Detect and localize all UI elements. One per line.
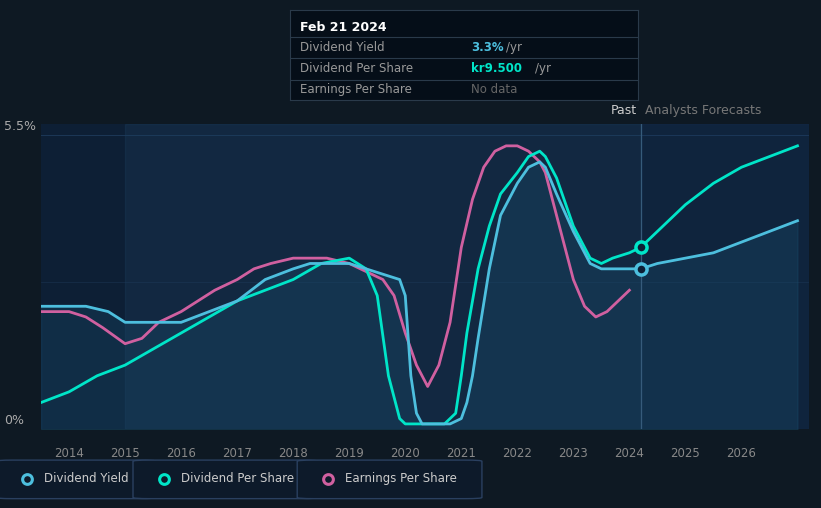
- Text: Dividend Per Share: Dividend Per Share: [181, 472, 294, 485]
- Bar: [125, 124, 640, 429]
- Text: /yr: /yr: [506, 41, 521, 54]
- Text: 5.5%: 5.5%: [4, 119, 36, 133]
- Text: 2015: 2015: [110, 447, 140, 460]
- Text: Earnings Per Share: Earnings Per Share: [300, 83, 412, 96]
- Text: 2025: 2025: [671, 447, 700, 460]
- FancyBboxPatch shape: [0, 460, 156, 499]
- Text: 2016: 2016: [166, 447, 196, 460]
- Text: 2026: 2026: [727, 447, 756, 460]
- Text: 2017: 2017: [222, 447, 252, 460]
- Text: 2021: 2021: [447, 447, 476, 460]
- Text: 2022: 2022: [502, 447, 532, 460]
- Text: Earnings Per Share: Earnings Per Share: [345, 472, 456, 485]
- Text: 2024: 2024: [614, 447, 644, 460]
- Text: kr9.500: kr9.500: [470, 62, 522, 75]
- Text: /yr: /yr: [535, 62, 551, 75]
- Text: Analysts Forecasts: Analysts Forecasts: [644, 104, 761, 117]
- Text: Feb 21 2024: Feb 21 2024: [300, 20, 387, 34]
- Text: 3.3%: 3.3%: [470, 41, 503, 54]
- Text: 0%: 0%: [4, 414, 24, 427]
- Text: Dividend Yield: Dividend Yield: [44, 472, 128, 485]
- Text: Dividend Per Share: Dividend Per Share: [300, 62, 414, 75]
- Text: 2020: 2020: [390, 447, 420, 460]
- FancyBboxPatch shape: [133, 460, 318, 499]
- Text: 2023: 2023: [558, 447, 588, 460]
- Text: 2018: 2018: [278, 447, 308, 460]
- Text: Past: Past: [610, 104, 636, 117]
- Bar: [640, 124, 809, 429]
- Text: 2019: 2019: [334, 447, 365, 460]
- FancyBboxPatch shape: [297, 460, 482, 499]
- Text: No data: No data: [470, 83, 517, 96]
- Text: Dividend Yield: Dividend Yield: [300, 41, 385, 54]
- Text: 2014: 2014: [54, 447, 84, 460]
